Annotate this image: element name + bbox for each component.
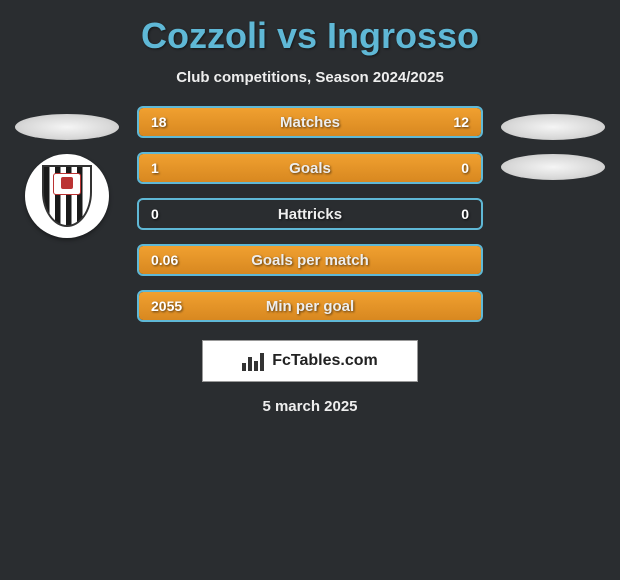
player-right-avatar [501, 114, 605, 140]
stat-label: Min per goal [139, 298, 481, 315]
page-subtitle: Club competitions, Season 2024/2025 [176, 69, 444, 86]
stat-label: Hattricks [139, 206, 481, 223]
player-left-club-badge [25, 154, 109, 238]
player-right-club-placeholder [501, 154, 605, 180]
stat-label: Goals per match [139, 252, 481, 269]
club-crest-icon [42, 165, 92, 227]
stat-value-right: 0 [461, 206, 469, 222]
brand-attribution[interactable]: FcTables.com [202, 340, 418, 382]
comparison-area: 18Matches121Goals00Hattricks00.06Goals p… [0, 106, 620, 322]
stat-label: Goals [139, 160, 481, 177]
brand-text: FcTables.com [272, 352, 378, 370]
left-player-col [12, 106, 122, 238]
stat-value-right: 12 [453, 114, 469, 130]
page-title: Cozzoli vs Ingrosso [141, 15, 479, 57]
stat-row: 0.06Goals per match [137, 244, 483, 276]
stat-row: 2055Min per goal [137, 290, 483, 322]
date-label: 5 march 2025 [262, 398, 357, 415]
stat-row: 0Hattricks0 [137, 198, 483, 230]
stats-column: 18Matches121Goals00Hattricks00.06Goals p… [137, 106, 483, 322]
stat-label: Matches [139, 114, 481, 131]
stat-value-right: 0 [461, 160, 469, 176]
bar-chart-icon [242, 351, 266, 371]
right-player-col [498, 106, 608, 180]
stat-row: 1Goals0 [137, 152, 483, 184]
player-left-avatar [15, 114, 119, 140]
stat-row: 18Matches12 [137, 106, 483, 138]
